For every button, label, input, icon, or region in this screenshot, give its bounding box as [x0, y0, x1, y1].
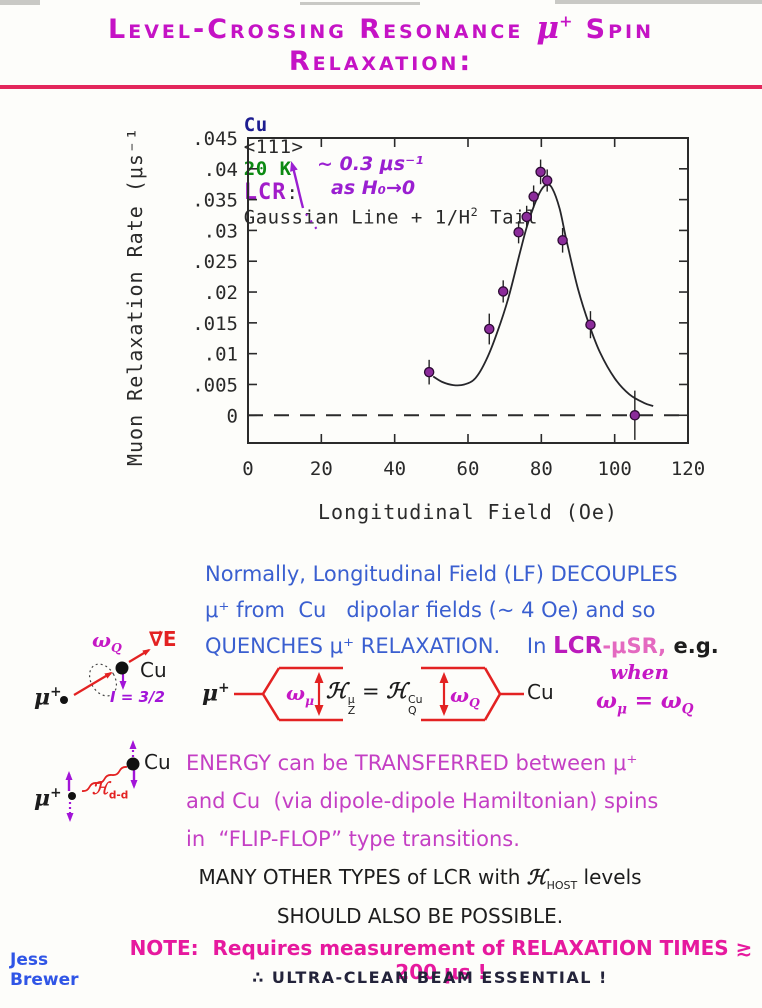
chart-title-model: Gaussian Line + 1/H	[243, 206, 471, 229]
title-part1: Level-Crossing Resonance	[108, 14, 524, 45]
y-tick-label: 0	[227, 405, 238, 427]
diagram1-omega-q-label: ωQ	[92, 628, 122, 655]
y-tick-label: .035	[192, 190, 238, 212]
data-point	[557, 235, 568, 246]
chart-title-orientation: <111>	[243, 136, 304, 158]
chart-title-cu: Cu	[243, 114, 268, 136]
data-point	[513, 227, 524, 238]
level-lines	[234, 666, 524, 722]
diagram1-cu-label: Cu	[140, 658, 167, 682]
signature-line2: Brewer	[10, 970, 79, 990]
level-diagram-cu-label: Cu	[527, 680, 554, 704]
gradient-arrow-icon	[128, 648, 151, 663]
paragraph-energy-line2: and Cu (via dipole-dipole Hamiltonian) s…	[186, 789, 659, 813]
y-tick-label: .005	[192, 374, 238, 396]
y-axis-label: Muon Relaxation Rate (μs⁻¹)	[123, 124, 147, 466]
paragraph-energy-transfer: ENERGY can be TRANSFERRED between μ⁺ and…	[186, 744, 746, 858]
plot-area: 0 20 40 60 80 100 120 0 .005 .01 .015 .02 .025 .03 .03…	[192, 128, 705, 480]
x-tick-label: 40	[383, 458, 406, 480]
y-tick-label: .02	[204, 282, 238, 304]
chart-title-model-exp: 2	[470, 205, 479, 219]
muon-dot-icon	[60, 696, 68, 704]
musr-highlight: -μSR,	[602, 634, 667, 658]
data-point	[541, 175, 553, 186]
x-axis-label: Longitudinal Field (Oe)	[318, 500, 618, 524]
annotation-line1: ~ 0.3 μs⁻¹	[317, 153, 423, 175]
title-mu-symbol: μ+	[536, 10, 573, 46]
y-tick-label: .045	[192, 128, 238, 150]
paragraph-energy-line3: in “FLIP-FLOP” type transitions.	[186, 827, 520, 851]
signature: Jess Brewer	[10, 950, 79, 990]
when-label: when	[610, 660, 670, 684]
diagram2-mu-label: μ+	[34, 785, 62, 812]
paragraph-other-types-line2: SHOULD ALSO BE POSSIBLE.	[276, 904, 564, 928]
diagram1-mu-label: μ+	[34, 684, 62, 711]
scan-artifact	[555, 0, 762, 4]
chart-title-colon: :	[286, 182, 299, 204]
signature-line1: Jess	[10, 950, 49, 970]
lcr-resonance-chart: 0 20 40 60 80 100 120 0 .005 .01 .015 .02 .025 .03 .03…	[123, 124, 705, 524]
note-ultra-clean-beam: ∴ ULTRA-CLEAN BEAM ESSENTIAL !	[252, 968, 608, 987]
muon-dot-icon	[68, 792, 76, 800]
data-point	[629, 410, 641, 421]
scan-artifact	[300, 2, 420, 5]
level-diagram-mu-label: μ+	[202, 680, 230, 707]
page-title-underline: Level-Crossing Resonance μ+ Spin Relaxat…	[0, 10, 762, 89]
data-point	[423, 366, 435, 378]
paragraph-decoupling-line1: Normally, Longitudinal Field (LF) DECOUP…	[205, 562, 678, 586]
x-tick-label: 100	[598, 458, 632, 480]
x-tick-label: 80	[530, 458, 553, 480]
diagram1-spin-label: I = 3/2	[110, 688, 165, 706]
cu-nucleus-dot-icon	[115, 661, 129, 675]
data-point	[585, 319, 596, 330]
scan-artifact	[0, 0, 40, 5]
diagram2-cu-label: Cu	[144, 750, 171, 774]
x-tick-label: 0	[242, 458, 253, 480]
lcr-highlight: LCR	[553, 633, 603, 659]
x-tick-label: 20	[310, 458, 333, 480]
page-title: Level-Crossing Resonance μ+ Spin Relaxat…	[0, 10, 762, 89]
y-tick-label: .025	[192, 251, 238, 273]
y-tick-label: .03	[204, 220, 238, 242]
gaussian-fit-curve	[432, 183, 654, 407]
data-point	[521, 211, 532, 223]
diagram1-efg-label: ∇⃗E	[149, 627, 177, 651]
precession-cone-icon	[88, 663, 118, 697]
chart-title-lcr: LCR	[243, 180, 287, 205]
annotation-arrow	[290, 161, 305, 209]
paragraph-energy-line1: ENERGY can be TRANSFERRED between μ⁺	[186, 751, 638, 775]
paragraph-other-types: MANY OTHER TYPES of LCR with ℋHOST level…	[120, 862, 720, 932]
data-point	[535, 166, 546, 178]
paragraph-decoupling: Normally, Longitudinal Field (LF) DECOUP…	[205, 556, 755, 664]
x-tick-label: 60	[457, 458, 480, 480]
diagram2-hamiltonian-label: ℋd-d	[92, 779, 129, 802]
level-diagram-omega-mu: ωμ	[286, 681, 315, 708]
paragraph-decoupling-line3: QUENCHES μ⁺ RELAXATION. In LCR-μSR, e.g.	[205, 633, 719, 659]
cu-nucleus-dot-icon	[126, 757, 140, 771]
x-tick-label: 120	[671, 458, 705, 480]
data-point	[484, 323, 495, 335]
paragraph-decoupling-line2: μ⁺ from Cu dipolar fields (~ 4 Oe) and s…	[205, 598, 656, 622]
y-tick-label: .01	[204, 344, 238, 366]
data-point	[497, 286, 509, 297]
resonance-condition: ωμ = ωQ	[596, 688, 694, 718]
annotation-line2: as H₀→0	[331, 177, 415, 199]
y-tick-label: .04	[204, 159, 238, 181]
data-point	[528, 191, 539, 202]
paragraph-other-types-line1: MANY OTHER TYPES of LCR with ℋHOST level…	[198, 865, 642, 892]
dipole-coupling-squiggle-icon	[81, 766, 128, 792]
annotation-arrow-dotted-tail	[305, 213, 319, 232]
energy-level-diagram	[234, 666, 524, 722]
y-tick-label: .015	[192, 313, 238, 335]
note-relaxation-times: NOTE: Requires measurement of RELAXATION…	[129, 936, 760, 984]
diagram-cu-quadrupole	[60, 648, 151, 704]
diagram-flip-flop	[65, 740, 140, 822]
level-diagram-omega-q: ωQ	[450, 683, 480, 710]
chart-title: Cu <111> 20 K LCR: Gaussian Line + 1/H2 …	[196, 92, 538, 250]
title-part2: Spin Relaxation:	[288, 14, 654, 77]
efg-axis-arrow-icon	[73, 671, 113, 696]
